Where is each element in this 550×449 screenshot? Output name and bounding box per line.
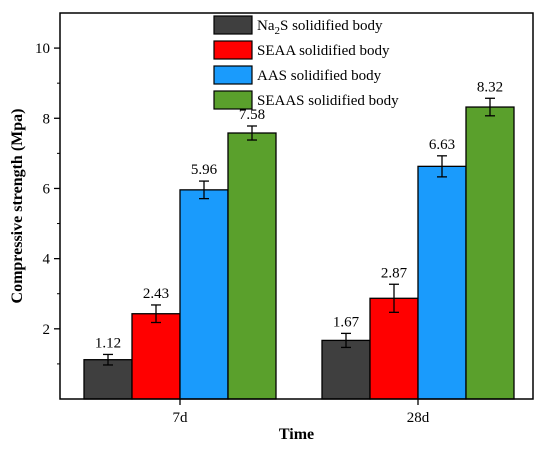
plot-frame: [59, 12, 534, 400]
bar: [83, 359, 133, 400]
bar: [227, 132, 277, 400]
x-axis-title: Time: [279, 426, 314, 443]
legend-swatch: [213, 65, 253, 85]
data-label: 6.63: [429, 137, 455, 153]
y-tick-label: 6: [43, 181, 51, 197]
legend-label: AAS solidified body: [257, 68, 382, 84]
legend-swatch: [213, 15, 253, 35]
legend-label: Na2S solidified body: [257, 18, 383, 37]
y-axis-title: Compressive strength (Mpa): [9, 109, 26, 304]
legend-label: SEAAS solidified body: [257, 93, 399, 109]
data-label: 2.43: [143, 286, 169, 302]
legend-swatch: [213, 90, 253, 110]
y-tick-label: 4: [43, 252, 51, 268]
bar: [465, 106, 515, 400]
bars-layer: [83, 106, 515, 400]
error-bars-layer: [103, 97, 495, 366]
x-tick-label: 28d: [407, 410, 430, 426]
data-label: 8.32: [477, 79, 503, 95]
data-label: 2.87: [381, 265, 408, 281]
legend: Na2S solidified body SEAA solidified body…: [213, 15, 399, 110]
bar: [417, 165, 467, 400]
data-label: 5.96: [191, 162, 218, 178]
x-ticks: 7d 28d: [173, 399, 430, 426]
y-tick-label: 8: [43, 111, 51, 127]
bar: [179, 189, 229, 400]
data-label: 1.67: [333, 314, 360, 330]
bar: [131, 313, 181, 400]
y-tick-label: 10: [35, 41, 50, 57]
legend-label: SEAA solidified body: [257, 43, 390, 59]
data-label: 7.58: [239, 107, 265, 123]
x-tick-label: 7d: [173, 410, 189, 426]
data-label: 1.12: [95, 335, 121, 351]
bar: [321, 339, 371, 400]
data-labels-layer: 1.12 2.43 5.96 7.58 1.67 2.87 6.63 8.32: [95, 79, 503, 351]
bar: [369, 297, 419, 400]
y-tick-label: 2: [43, 322, 51, 338]
y-ticks: 2 4 6 8 10: [35, 41, 60, 365]
legend-swatch: [213, 40, 253, 60]
